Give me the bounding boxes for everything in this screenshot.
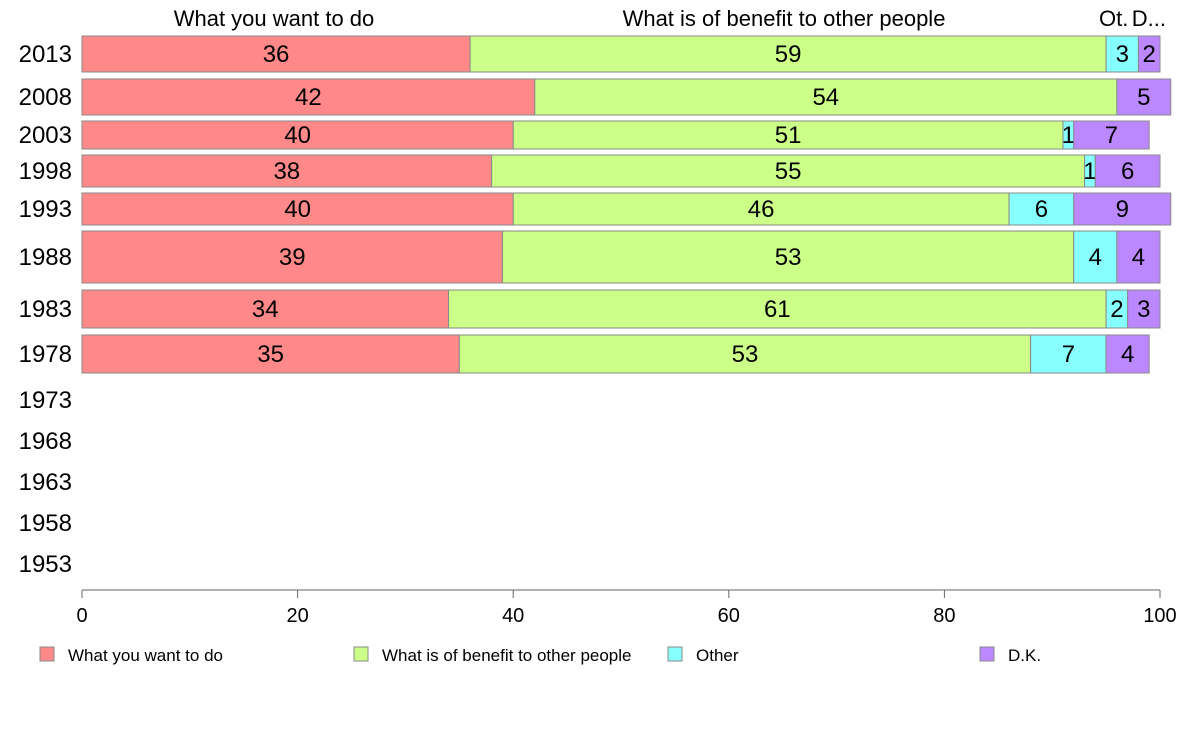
bar-segment <box>81 289 450 329</box>
header-label: What you want to do <box>174 6 375 31</box>
bar-value-label: 53 <box>732 341 759 368</box>
bar-value-label: 42 <box>295 84 322 111</box>
bar-value-label: 7 <box>1062 341 1075 368</box>
bar-value-label: 38 <box>273 158 300 185</box>
legend-label: What is of benefit to other people <box>382 646 632 665</box>
bar-segment <box>1116 230 1161 284</box>
year-label: 1998 <box>19 158 72 185</box>
bar-segment <box>81 334 460 374</box>
bar-segment <box>81 78 536 116</box>
bar-segment <box>1073 120 1150 150</box>
bar-segment <box>469 35 1107 73</box>
bar-value-label: 7 <box>1105 122 1118 149</box>
bar-segment <box>81 154 493 188</box>
bar-value-label: 34 <box>252 296 279 323</box>
bar-value-label: 2 <box>1110 296 1123 323</box>
bar-segment <box>534 78 1118 116</box>
bar-segment <box>1073 192 1172 226</box>
bar-segment <box>81 35 471 73</box>
legend-swatch <box>667 646 683 662</box>
bar-value-label: 39 <box>279 244 306 271</box>
bar-value-label: 55 <box>775 158 802 185</box>
bar-value-label: 59 <box>775 41 802 68</box>
year-label: 2013 <box>19 41 72 68</box>
bar-value-label: 4 <box>1089 244 1102 271</box>
bar-segment <box>512 192 1010 226</box>
bar-value-label: 54 <box>812 84 839 111</box>
bar-value-label: 51 <box>775 122 802 149</box>
bar-segment <box>81 192 514 226</box>
legend-label: D.K. <box>1008 646 1041 665</box>
year-label: 1988 <box>19 244 72 271</box>
legend-swatch <box>979 646 995 662</box>
bar-value-label: 9 <box>1116 196 1129 223</box>
bar-segment <box>1008 192 1075 226</box>
year-label: 1978 <box>19 341 72 368</box>
bar-value-label: 35 <box>257 341 284 368</box>
year-label: 2008 <box>19 84 72 111</box>
bar-segment <box>1127 289 1161 329</box>
x-tick-label: 80 <box>933 605 955 627</box>
bar-value-label: 3 <box>1137 296 1150 323</box>
bar-value-label: 46 <box>748 196 775 223</box>
year-label: 1958 <box>19 510 72 537</box>
bar-segment <box>1073 230 1118 284</box>
legend-swatch <box>353 646 369 662</box>
year-label: 1993 <box>19 196 72 223</box>
bar-value-label: 5 <box>1137 84 1150 111</box>
bar-value-label: 61 <box>764 296 791 323</box>
year-label: 1968 <box>19 428 72 455</box>
x-tick-label: 40 <box>502 605 524 627</box>
bar-segment <box>1137 35 1161 73</box>
bar-segment <box>1094 154 1161 188</box>
header-label: Ot. <box>1099 6 1128 31</box>
x-tick-label: 60 <box>718 605 740 627</box>
year-label: 1983 <box>19 296 72 323</box>
bar-segment <box>1105 334 1150 374</box>
bar-segment <box>512 120 1064 150</box>
year-label: 1973 <box>19 387 72 414</box>
year-label: 1953 <box>19 551 72 578</box>
legend-label: What you want to do <box>68 646 223 665</box>
bar-segment <box>81 230 503 284</box>
bar-value-label: 36 <box>263 41 290 68</box>
bar-value-label: 4 <box>1121 341 1134 368</box>
bar-segment <box>1030 334 1107 374</box>
header-label: What is of benefit to other people <box>623 6 946 31</box>
bar-segment <box>491 154 1086 188</box>
header-label: D... <box>1132 6 1166 31</box>
bar-value-label: 2 <box>1143 41 1156 68</box>
x-tick-label: 0 <box>76 605 87 627</box>
bar-segment <box>1105 35 1139 73</box>
bar-value-label: 40 <box>284 196 311 223</box>
bar-value-label: 1 <box>1062 122 1075 149</box>
bar-segment <box>458 334 1032 374</box>
x-tick-label: 20 <box>286 605 308 627</box>
year-label: 1963 <box>19 469 72 496</box>
bar-value-label: 6 <box>1121 158 1134 185</box>
bar-value-label: 3 <box>1116 41 1129 68</box>
bar-value-label: 40 <box>284 122 311 149</box>
bar-value-label: 53 <box>775 244 802 271</box>
x-tick-label: 100 <box>1143 605 1176 627</box>
legend-swatch <box>39 646 55 662</box>
legend-label: Other <box>696 646 739 665</box>
bar-value-label: 6 <box>1035 196 1048 223</box>
bar-value-label: 1 <box>1083 158 1096 185</box>
year-label: 2003 <box>19 122 72 149</box>
bar-segment <box>448 289 1107 329</box>
bar-value-label: 4 <box>1132 244 1145 271</box>
bar-segment <box>1116 78 1172 116</box>
